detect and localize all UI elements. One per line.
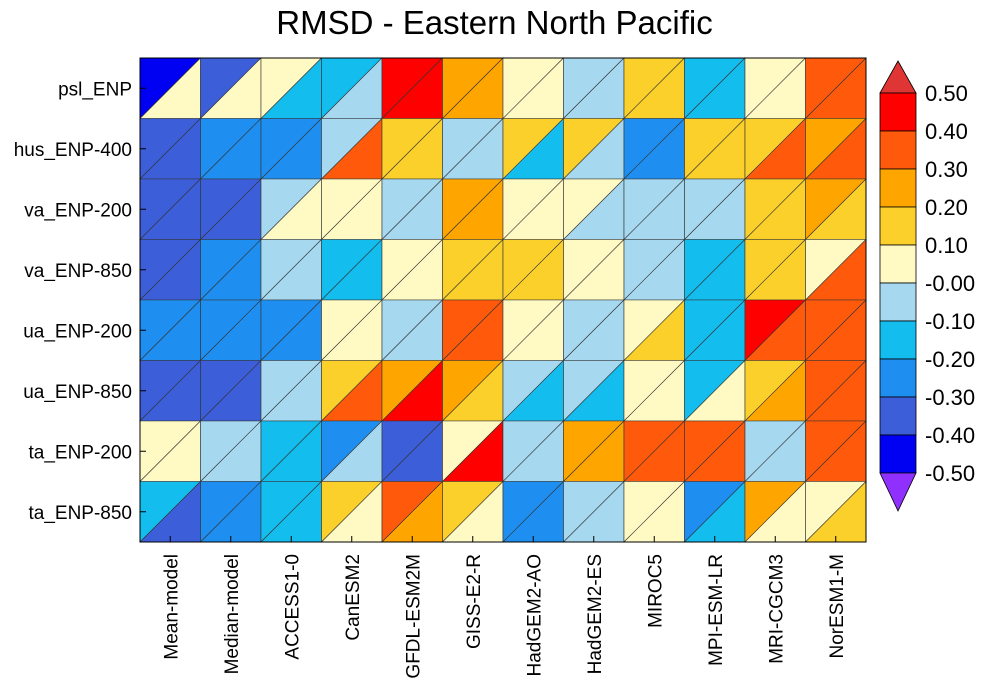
column-label: Mean-model bbox=[161, 554, 182, 660]
colorbar-over-triangle bbox=[879, 60, 917, 94]
chart-title: RMSD - Eastern North Pacific bbox=[276, 4, 713, 41]
colorbar-bin bbox=[879, 320, 917, 360]
colorbar-tick-label: 0.50 bbox=[925, 81, 968, 106]
column-label: GISS-E2-R bbox=[464, 554, 485, 649]
colorbar-tick-label: -0.50 bbox=[925, 461, 975, 486]
colorbar-bin bbox=[879, 358, 917, 398]
column-label: HadGEM2-AO bbox=[524, 554, 545, 676]
column-label: MIROC5 bbox=[645, 554, 666, 628]
column-label: Median-model bbox=[222, 554, 243, 674]
column-label: CanESM2 bbox=[343, 554, 364, 641]
row-label: va_ENP-850 bbox=[24, 261, 132, 282]
row-label: ua_ENP-200 bbox=[23, 321, 132, 342]
row-label: va_ENP-200 bbox=[24, 200, 132, 221]
column-label: ACCESS1-0 bbox=[282, 554, 303, 660]
colorbar-tick-label: -0.30 bbox=[925, 385, 975, 410]
row-label: ua_ENP-850 bbox=[23, 382, 132, 403]
colorbar-bin bbox=[879, 92, 917, 132]
colorbar-bin bbox=[879, 282, 917, 322]
colorbar-tick-label: -0.40 bbox=[925, 423, 975, 448]
column-label: GFDL-ESM2M bbox=[403, 554, 424, 679]
column-label: NorESM1-M bbox=[827, 554, 848, 659]
colorbar-bin bbox=[879, 244, 917, 284]
column-label: MPI-ESM-LR bbox=[706, 554, 727, 666]
column-label: MRI-CGCM3 bbox=[766, 554, 787, 664]
colorbar-tick-label: 0.10 bbox=[925, 233, 968, 258]
colorbar-bin bbox=[879, 130, 917, 170]
column-label: HadGEM2-ES bbox=[585, 554, 606, 674]
colorbar-bin bbox=[879, 396, 917, 436]
colorbar-bin bbox=[879, 434, 917, 474]
row-label: ta_ENP-850 bbox=[28, 503, 132, 524]
colorbar-tick-label: 0.40 bbox=[925, 119, 968, 144]
colorbar-tick-label: 0.20 bbox=[925, 195, 968, 220]
grid-border bbox=[139, 57, 867, 543]
colorbar-tick-label: 0.30 bbox=[925, 157, 968, 182]
colorbar-bin bbox=[879, 206, 917, 246]
row-label: ta_ENP-200 bbox=[28, 442, 132, 463]
colorbar-tick-label: -0.10 bbox=[925, 309, 975, 334]
row-label: hus_ENP-400 bbox=[14, 140, 132, 161]
colorbar-tick-label: -0.00 bbox=[925, 271, 975, 296]
row-label: psl_ENP bbox=[58, 79, 132, 100]
colorbar-bin bbox=[879, 168, 917, 208]
colorbar-under-triangle bbox=[879, 472, 917, 512]
colorbar-tick-label: -0.20 bbox=[925, 347, 975, 372]
